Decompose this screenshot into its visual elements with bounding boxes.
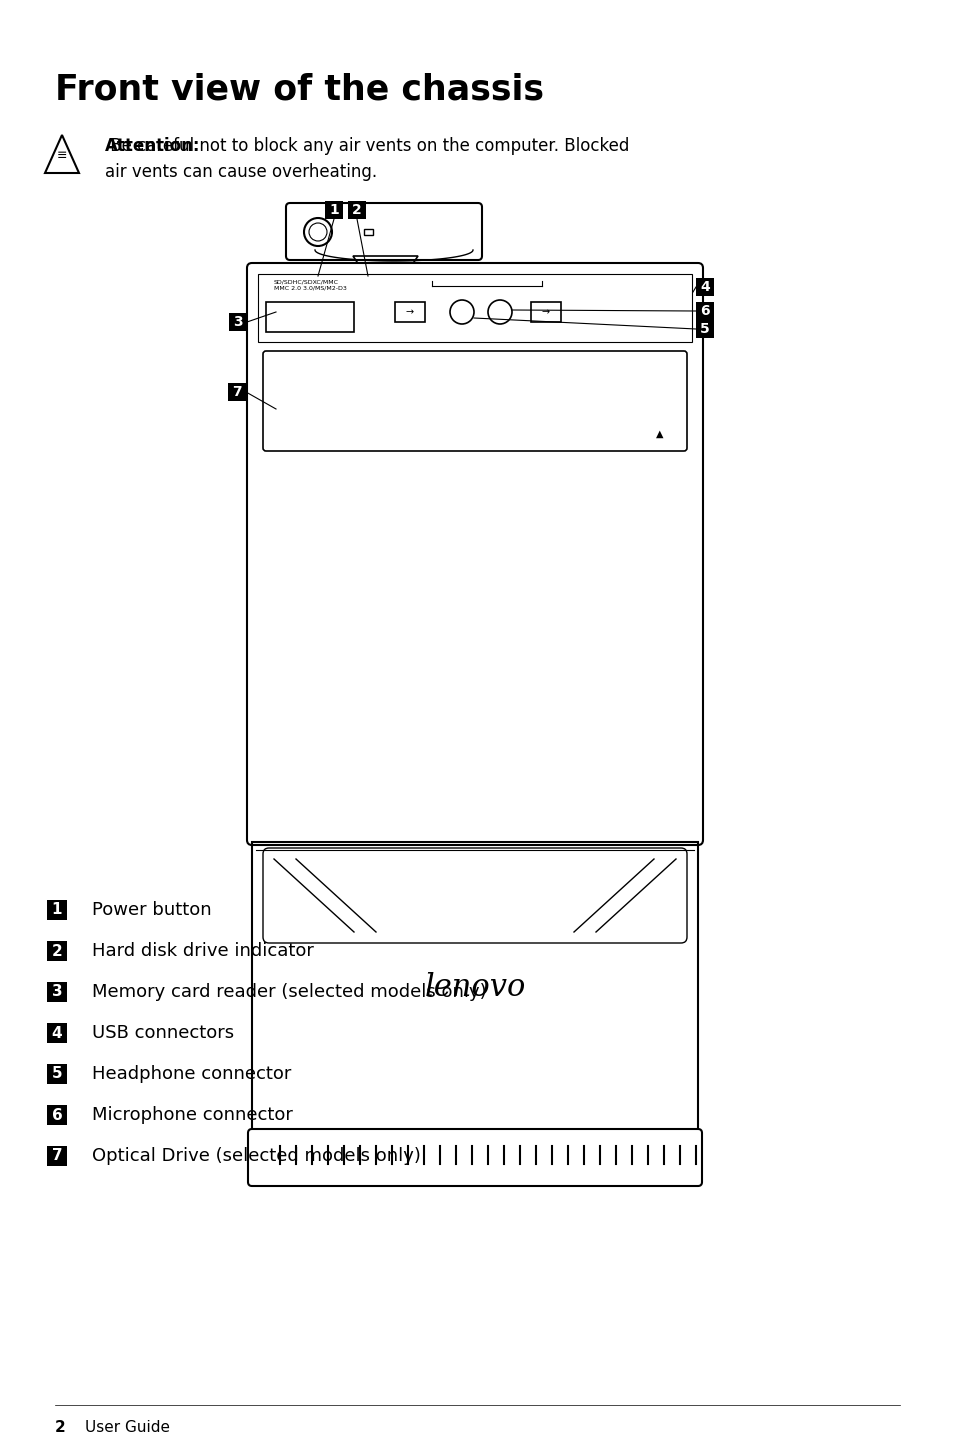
Text: 7: 7: [232, 385, 241, 399]
Bar: [47, 1064, 67, 1085]
Text: Power button: Power button: [91, 902, 212, 919]
Text: Attention:: Attention:: [105, 136, 200, 155]
Text: 2: 2: [55, 1420, 66, 1436]
FancyBboxPatch shape: [248, 1130, 701, 1186]
Text: Optical Drive (selected models only): Optical Drive (selected models only): [91, 1147, 420, 1165]
Text: Microphone connector: Microphone connector: [91, 1106, 293, 1124]
Bar: [257, 274, 691, 343]
Bar: [47, 1024, 67, 1043]
Bar: [266, 302, 354, 333]
Text: 5: 5: [700, 322, 709, 335]
Text: 1: 1: [329, 203, 338, 216]
FancyBboxPatch shape: [286, 203, 481, 260]
Text: →: →: [406, 306, 414, 317]
Text: 2: 2: [352, 203, 361, 216]
Text: ▲: ▲: [656, 428, 663, 439]
Text: 3: 3: [233, 315, 243, 330]
Text: SD/SDHC/SDXC/MMC
MMC 2.0 3.0/MS/M2-D3: SD/SDHC/SDXC/MMC MMC 2.0 3.0/MS/M2-D3: [274, 280, 347, 290]
Text: 4: 4: [700, 280, 709, 293]
Text: ≡: ≡: [56, 150, 67, 163]
Bar: [348, 200, 366, 219]
Text: Hard disk drive indicator: Hard disk drive indicator: [91, 942, 314, 960]
Text: lenovo: lenovo: [424, 971, 525, 1002]
Text: 6: 6: [700, 303, 709, 318]
Text: 2: 2: [51, 944, 62, 958]
Text: USB connectors: USB connectors: [91, 1024, 233, 1043]
Bar: [47, 941, 67, 961]
Text: 1: 1: [51, 903, 62, 918]
Text: Headphone connector: Headphone connector: [91, 1064, 291, 1083]
Bar: [252, 842, 698, 1130]
FancyBboxPatch shape: [263, 351, 686, 452]
Bar: [696, 319, 713, 338]
Text: 7: 7: [51, 1149, 62, 1163]
Text: Front view of the chassis: Front view of the chassis: [55, 73, 543, 106]
Bar: [325, 200, 343, 219]
Text: Be careful not to block any air vents on the computer. Blocked
air vents can cau: Be careful not to block any air vents on…: [105, 136, 629, 182]
Text: 3: 3: [51, 984, 62, 999]
Bar: [364, 229, 373, 235]
Bar: [696, 302, 713, 319]
Bar: [229, 314, 247, 331]
Text: User Guide: User Guide: [85, 1420, 170, 1436]
Bar: [47, 1146, 67, 1166]
Text: 5: 5: [51, 1067, 62, 1082]
FancyBboxPatch shape: [247, 263, 702, 845]
Text: 4: 4: [51, 1025, 62, 1041]
Text: →: →: [541, 306, 550, 317]
Bar: [47, 1105, 67, 1125]
Bar: [395, 302, 424, 322]
Bar: [47, 900, 67, 921]
Text: Memory card reader (selected models only): Memory card reader (selected models only…: [91, 983, 486, 1000]
Bar: [228, 383, 246, 401]
Text: 6: 6: [51, 1108, 62, 1122]
Bar: [531, 302, 560, 322]
Bar: [47, 982, 67, 1002]
Bar: [696, 277, 713, 296]
